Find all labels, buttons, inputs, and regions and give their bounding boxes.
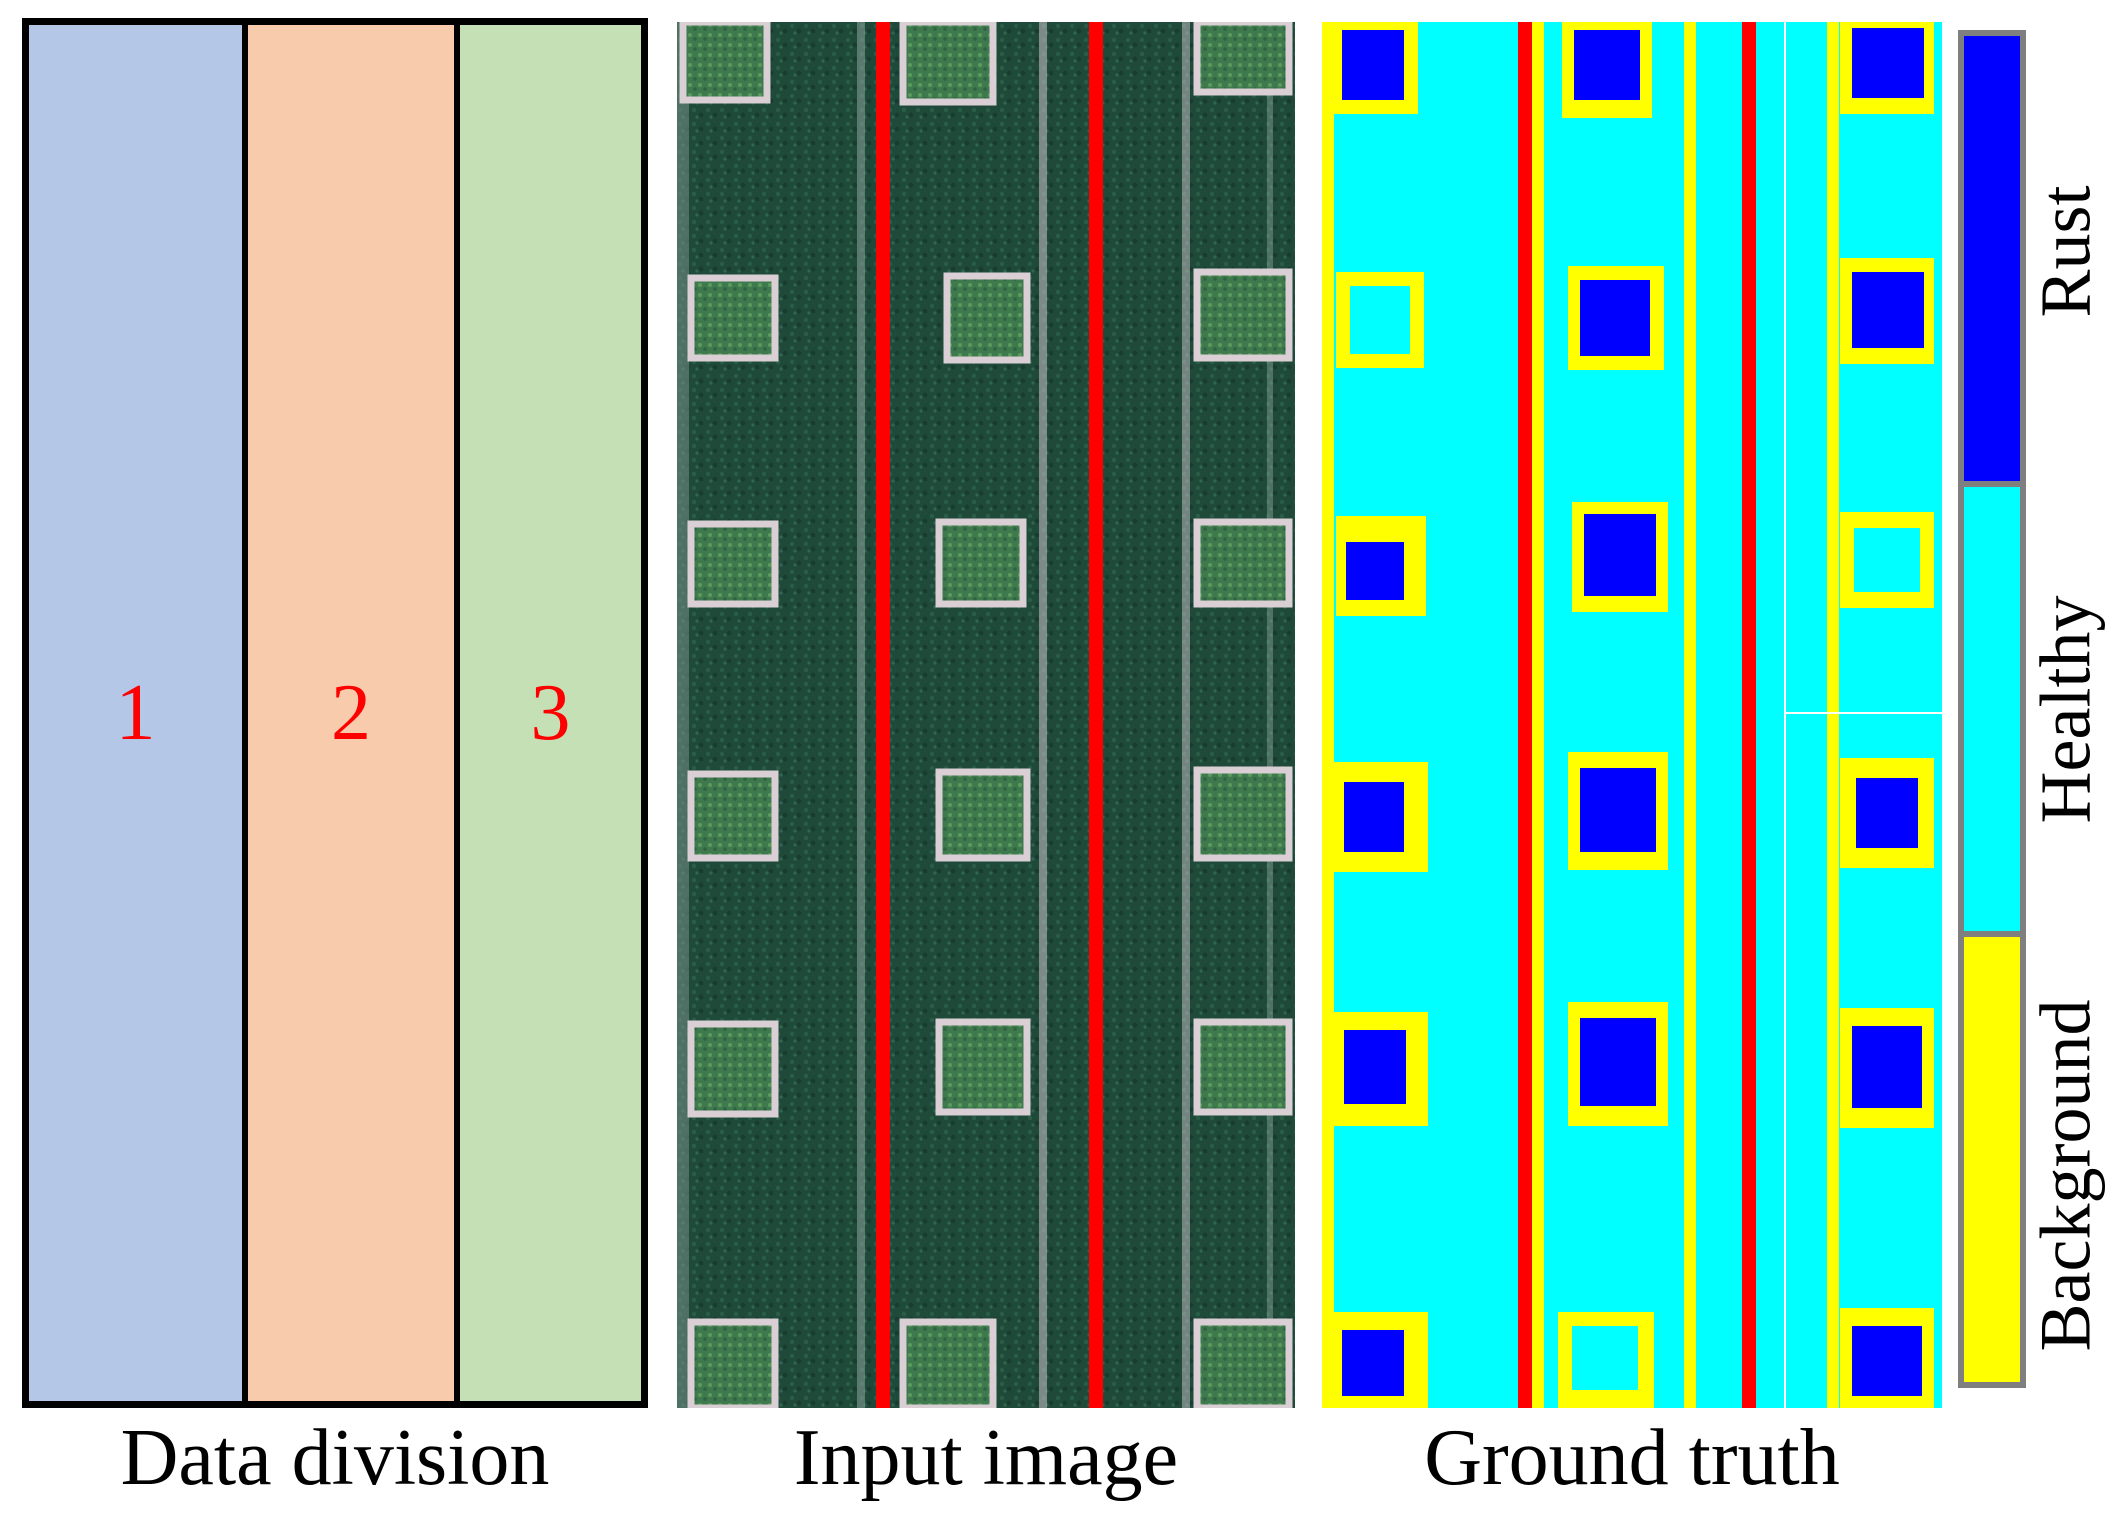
input-image-title: Input image (793, 1414, 1179, 1502)
region-3: 3 (460, 25, 641, 1401)
legend-colorbar (1958, 30, 2026, 1388)
legend-label-rust: Rust (2025, 185, 2106, 318)
region-divider (454, 25, 460, 1401)
legend-label-healthy: Healthy (2025, 595, 2106, 824)
region-1-label: 1 (115, 668, 156, 757)
region-1: 1 (29, 25, 242, 1401)
region-divider (242, 25, 248, 1401)
input-image (677, 22, 1295, 1408)
legend-swatch-background (1964, 937, 2020, 1383)
ground-truth-title: Ground truth (1424, 1414, 1840, 1502)
data-division-title: Data division (120, 1414, 550, 1502)
legend-swatch-rust (1964, 36, 2020, 487)
data-division-panel: 1 2 3 (22, 18, 648, 1408)
legend-label-background: Background (2025, 999, 2106, 1352)
legend-swatch-healthy (1964, 486, 2020, 938)
ground-truth-image (1322, 22, 1942, 1408)
region-3-label: 3 (530, 668, 571, 757)
region-2-label: 2 (331, 668, 371, 757)
region-2: 2 (248, 25, 454, 1401)
